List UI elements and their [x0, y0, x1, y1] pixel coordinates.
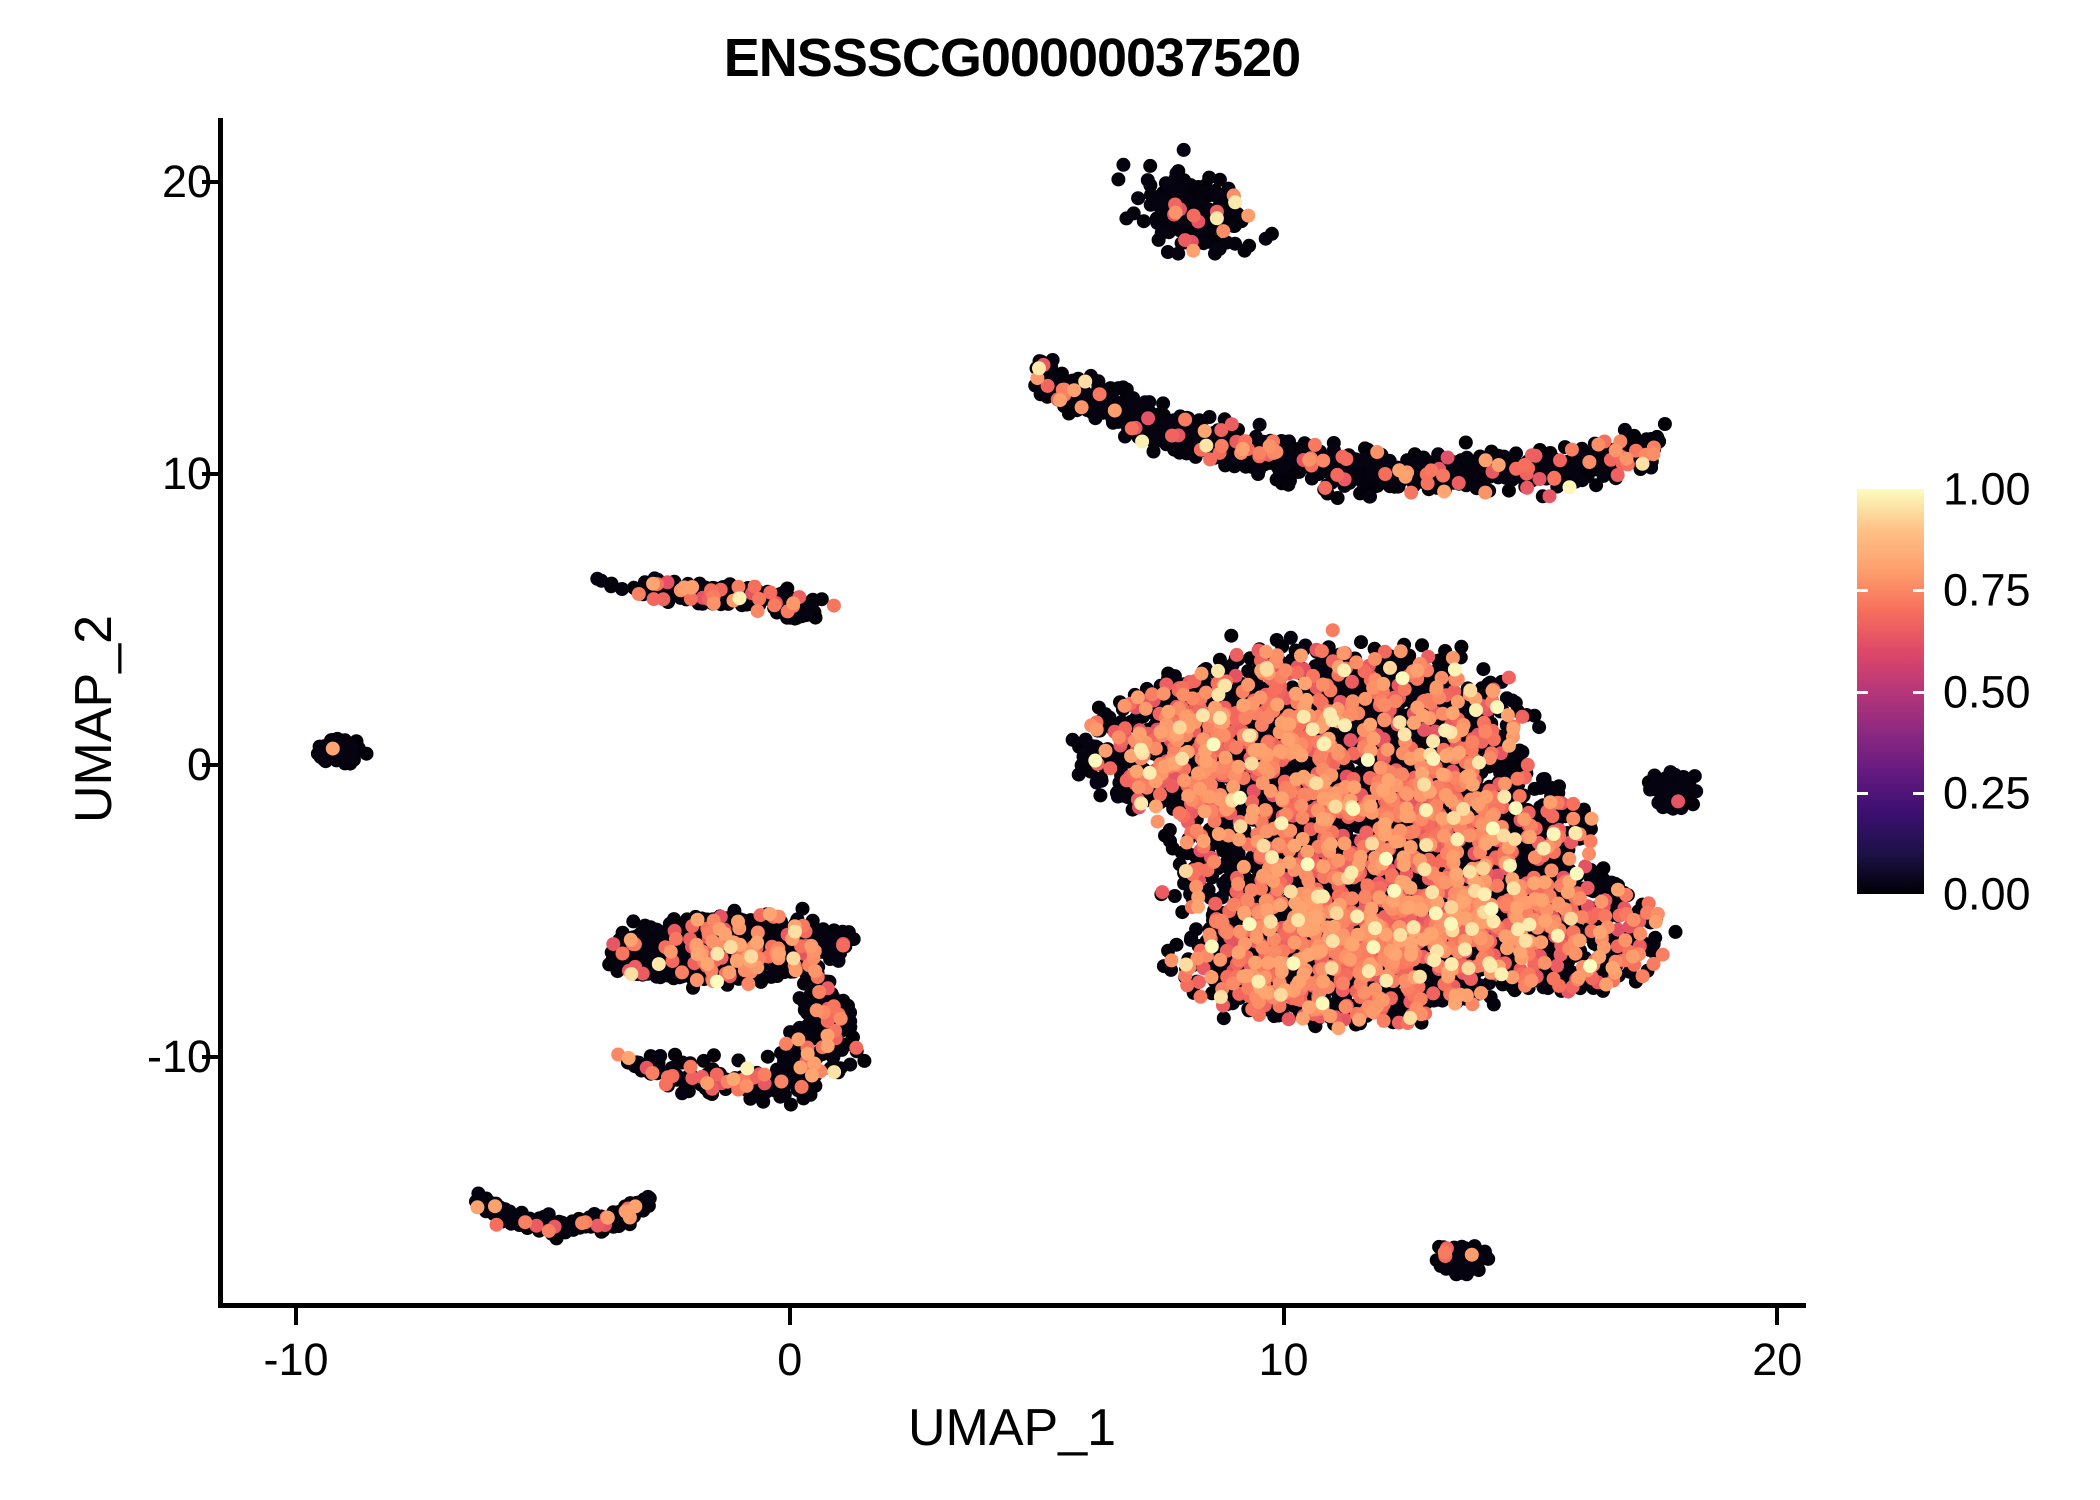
y-axis-line [218, 118, 223, 1307]
scatter-point-group [310, 142, 1704, 1282]
legend-colorbar [1857, 489, 1924, 894]
y-tick-label: 10 [161, 447, 212, 499]
legend-label: 0.25 [1943, 767, 2031, 819]
legend-tick-mark [1857, 791, 1868, 795]
x-tick-mark [294, 1308, 299, 1325]
legend-label: 0.75 [1943, 564, 2031, 616]
scatter-points-layer [310, 142, 1704, 1282]
x-tick-mark [1281, 1308, 1286, 1325]
x-tick-mark [787, 1308, 792, 1325]
legend-tick-mark [1913, 690, 1924, 694]
legend-tick-mark [1857, 690, 1868, 694]
y-tick-mark [202, 1055, 218, 1060]
y-tick-label: -10 [146, 1031, 212, 1083]
y-tick-label: 0 [186, 739, 212, 791]
x-tick-mark [1775, 1308, 1780, 1325]
legend-gradient [1857, 489, 1924, 894]
y-tick-label: 20 [161, 156, 212, 208]
x-axis-title: UMAP_1 [907, 1399, 1117, 1457]
page-title: ENSSSCG00000037520 [723, 28, 1301, 88]
y-tick-mark [202, 180, 218, 185]
legend-tick-mark [1913, 791, 1924, 795]
y-axis-title: UMAP_2 [65, 614, 123, 824]
legend-tick-mark [1857, 589, 1868, 593]
x-tick-label: 20 [1752, 1334, 1803, 1385]
x-tick-label: -10 [263, 1334, 329, 1385]
plot-panel[interactable] [222, 118, 1802, 1305]
y-tick-mark [202, 471, 218, 476]
legend-label: 1.00 [1943, 463, 2031, 515]
legend-label: 0.50 [1943, 666, 2031, 717]
y-tick-mark [202, 763, 218, 768]
x-axis-line [218, 1303, 1806, 1308]
legend-label: 0.00 [1943, 868, 2031, 920]
legend-tick-mark [1913, 589, 1924, 593]
x-tick-label: 10 [1258, 1334, 1309, 1385]
color-legend[interactable]: 1.00 0.75 0.50 0.25 0.00 [1857, 467, 2087, 917]
x-tick-label: 0 [777, 1334, 803, 1385]
